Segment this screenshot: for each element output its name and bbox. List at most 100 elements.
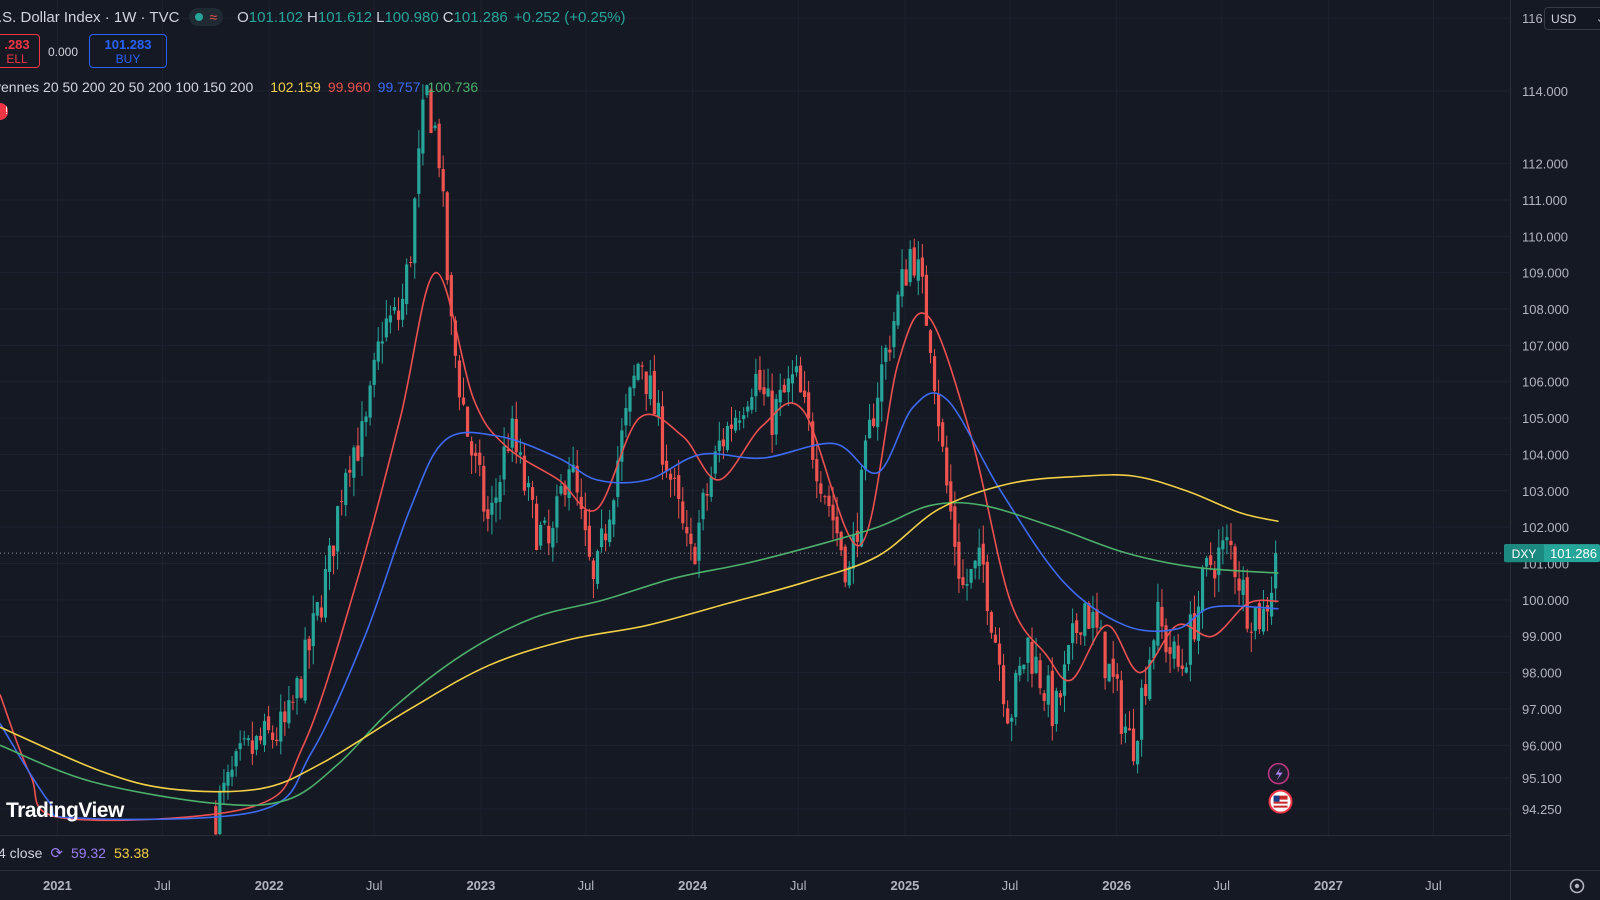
candle-body (409, 262, 413, 264)
buy-button[interactable]: 101.283 BUY (89, 34, 167, 68)
candle-body (291, 701, 295, 703)
candle-body (425, 85, 429, 96)
candle-body (867, 419, 872, 439)
candle-body (656, 402, 661, 418)
candle-body (575, 465, 579, 493)
candle-body (953, 506, 957, 547)
candle-body (660, 406, 665, 465)
candle-body (1127, 728, 1132, 731)
indicator-warning-icon[interactable]: ! (0, 103, 8, 120)
candle-body (900, 269, 904, 297)
candle-body (851, 534, 855, 569)
ohlc-open: O101.102 (237, 8, 304, 26)
candle-body (287, 700, 291, 724)
candle-body (981, 543, 985, 565)
us-flag-event-icon[interactable] (1268, 789, 1293, 814)
buy-label: BUY (115, 52, 141, 66)
price-tag-symbol: DXY (1512, 547, 1537, 561)
candle-body (1168, 647, 1172, 654)
candle-body (705, 493, 709, 496)
candle-body (912, 247, 916, 276)
candle-body (1010, 717, 1014, 722)
candle-body (1079, 632, 1083, 635)
candle-body (1030, 641, 1034, 674)
tradingview-logo[interactable]: TradingView (6, 799, 124, 822)
candle-body (1229, 540, 1233, 546)
gear-icon[interactable] (1569, 878, 1585, 894)
candle-body (750, 397, 754, 410)
candle-body (327, 545, 332, 572)
y-tick-label: 99.000 (1522, 629, 1562, 644)
candle-body (729, 424, 734, 429)
x-tick-label: Jul (366, 878, 383, 893)
candle-body (242, 738, 246, 740)
candle-body (567, 469, 571, 498)
candle-body (973, 560, 977, 569)
candle-body (421, 99, 425, 154)
candle-body (1107, 663, 1111, 682)
candle-body (1180, 665, 1184, 669)
candle-body (1123, 726, 1127, 733)
candle-body (514, 419, 518, 453)
sell-button[interactable]: .283 ELL (0, 34, 40, 68)
candle-body (364, 416, 368, 422)
candle-body (1156, 601, 1160, 646)
candle-body (1140, 687, 1144, 740)
x-tick-label: Jul (578, 878, 595, 893)
candle-body (993, 634, 998, 643)
candle-body (916, 259, 920, 281)
candle-body (689, 533, 693, 544)
candle-body (437, 123, 441, 169)
x-tick-label: 2022 (255, 878, 284, 893)
rsi-indicator-legend[interactable]: 4 close ⟳ 59.32 53.38 (0, 844, 149, 862)
candle-body (827, 495, 831, 507)
candle-body (774, 398, 778, 435)
candle-body (1200, 567, 1205, 612)
currency-dropdown[interactable]: USD ⌄ (1544, 7, 1600, 30)
candle-body (1188, 614, 1192, 665)
candle-body (701, 492, 705, 520)
candle-body (636, 363, 640, 380)
candle-body (482, 465, 486, 512)
ohlc-close: C101.286 (442, 8, 508, 26)
candle-body (798, 365, 803, 393)
candle-body (843, 546, 847, 583)
candle-body (1050, 670, 1054, 727)
candle-body (628, 387, 632, 412)
ma-indicator-name[interactable]: yennes 20 50 200 20 50 200 100 150 200 (0, 79, 254, 95)
candle-body (526, 482, 531, 488)
candle-body (1022, 664, 1026, 670)
refresh-icon[interactable]: ⟳ (50, 845, 63, 862)
candle-body (721, 439, 725, 447)
price-tag-value: 101.286 (1550, 546, 1597, 561)
candle-body (1083, 603, 1087, 636)
candle-body (323, 569, 328, 618)
candle-body (648, 375, 652, 399)
candle-body (624, 408, 628, 426)
candle-body (754, 373, 758, 397)
candle-body (847, 566, 851, 586)
ma-value-1: 102.159 (270, 79, 321, 95)
y-tick-label: 108.000 (1522, 302, 1569, 317)
candle-body (1046, 675, 1050, 705)
candle-body (697, 522, 701, 561)
ma-indicator-legend[interactable]: yennes 20 50 200 20 50 200 100 150 200 1… (0, 79, 478, 95)
y-tick-label: 98.000 (1522, 666, 1562, 681)
candle-body (997, 643, 1002, 665)
market-status-badge[interactable]: ≈ (189, 8, 224, 26)
symbol-title[interactable]: .S. Dollar Index · 1W · TVC (0, 8, 180, 26)
candle-body (1075, 620, 1079, 634)
candle-body (413, 198, 417, 264)
candle-body (1034, 656, 1038, 674)
candle-body (599, 528, 604, 548)
candle-body (1249, 631, 1253, 633)
candle-body (770, 390, 774, 435)
lightning-event-icon[interactable] (1267, 762, 1290, 785)
candle-body (1095, 609, 1099, 628)
y-tick-label: 111.000 (1522, 193, 1567, 208)
candle-body (1014, 672, 1018, 718)
candle-body (319, 607, 323, 618)
candle-body (1115, 674, 1119, 679)
candle-body (863, 440, 868, 470)
